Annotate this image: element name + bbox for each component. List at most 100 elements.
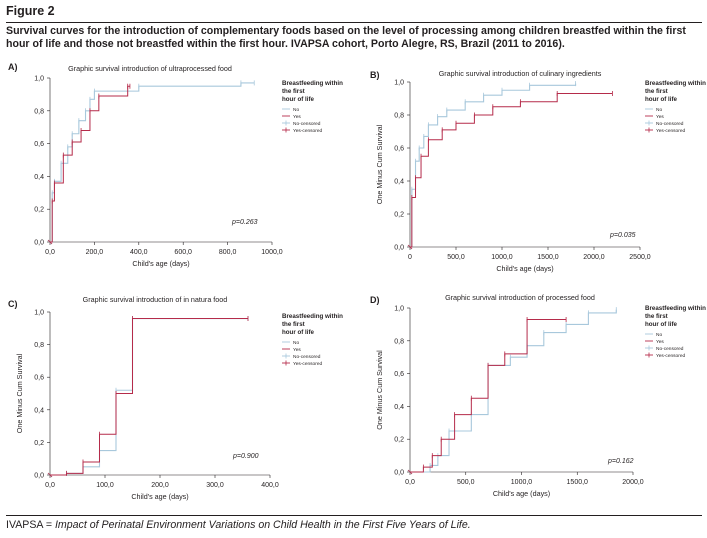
x-tick-label: 2500,0	[629, 254, 651, 261]
x-tick-label: 2000,0	[622, 479, 644, 486]
y-tick-label: 0,2	[34, 207, 44, 214]
legend-entry: Yes	[293, 114, 301, 120]
y-tick-label: 0,6	[394, 371, 404, 378]
x-tick-label: 1500,0	[537, 254, 559, 261]
legend-title: Breastfeeding within	[282, 80, 343, 87]
x-axis-label: Child's age (days)	[131, 492, 188, 501]
y-tick-label: 0,0	[34, 240, 44, 247]
y-tick-label: 0,4	[34, 407, 44, 414]
p-value-annotation: p=0.263	[231, 219, 258, 226]
chart-title: Graphic survival introduction of culinar…	[439, 69, 602, 78]
x-tick-label: 800,0	[219, 249, 237, 256]
legend-title: the first	[645, 313, 668, 320]
x-tick-label: 500,0	[447, 254, 465, 261]
y-tick-label: 0,6	[394, 146, 404, 153]
series-line-yes	[410, 318, 567, 473]
x-tick-label: 2000,0	[583, 254, 605, 261]
legend-entry: No-censored	[656, 121, 684, 127]
x-tick-label: 400,0	[130, 249, 148, 256]
y-tick-label: 0,0	[34, 473, 44, 480]
y-tick-label: 1,0	[34, 310, 44, 317]
legend-title: hour of life	[282, 329, 315, 336]
series-line-no	[50, 82, 255, 243]
legend-title: the first	[645, 88, 668, 95]
y-axis-label: One Minus Cum Survival	[15, 353, 24, 433]
x-tick-label: 200,0	[151, 482, 169, 489]
series-line-no	[410, 309, 617, 473]
y-tick-label: 1,0	[394, 80, 404, 87]
series-line-yes	[50, 85, 130, 243]
y-tick-label: 0,8	[34, 108, 44, 115]
x-tick-label: 1000,0	[511, 479, 533, 486]
p-value-annotation: p=0.035	[609, 232, 636, 239]
start-mark	[47, 472, 53, 478]
x-tick-label: 0,0	[45, 482, 55, 489]
panel-label: B)	[370, 70, 380, 80]
legend-entry: No-censored	[656, 346, 684, 352]
x-tick-label: 400,0	[261, 482, 279, 489]
legend-entry: No-censored	[293, 354, 321, 360]
legend-entry: No	[293, 340, 299, 346]
legend-entry: No	[656, 332, 662, 338]
x-tick-label: 1000,0	[261, 249, 283, 256]
x-axis-label: Child's age (days)	[496, 264, 553, 273]
panel-label: A)	[8, 62, 18, 72]
y-tick-label: 0,4	[34, 174, 44, 181]
legend-title: the first	[282, 88, 305, 95]
legend-entry: No-censored	[293, 121, 321, 127]
x-axis-label: Child's age (days)	[493, 489, 550, 498]
y-tick-label: 0,2	[394, 212, 404, 219]
footnote-abbr: IVAPSA =	[6, 519, 55, 531]
start-mark	[407, 244, 413, 250]
top-rule	[6, 22, 702, 23]
y-axis-label: One Minus Cum Survival	[375, 124, 384, 204]
bottom-rule	[6, 515, 702, 516]
legend-entry: Yes-censored	[656, 128, 685, 134]
start-mark	[407, 469, 413, 475]
x-tick-label: 1000,0	[491, 254, 513, 261]
y-tick-label: 1,0	[34, 76, 44, 83]
chart-title: Graphic survival introduction of ultrapr…	[68, 64, 232, 73]
footnote-text: Impact of Perinatal Environment Variatio…	[54, 519, 471, 531]
legend-title: Breastfeeding within	[645, 80, 706, 87]
legend-entry: No	[656, 107, 662, 113]
y-tick-label: 1,0	[394, 306, 404, 313]
legend-title: Breastfeeding within	[282, 313, 343, 320]
legend-entry: Yes-censored	[293, 128, 322, 134]
y-tick-label: 0,4	[394, 404, 404, 411]
legend-title: the first	[282, 321, 305, 328]
legend-title: hour of life	[282, 96, 315, 103]
chart-title: Graphic survival introduction of process…	[445, 293, 595, 302]
start-mark	[47, 239, 53, 245]
y-tick-label: 0,2	[34, 440, 44, 447]
x-tick-label: 300,0	[206, 482, 224, 489]
panel-label: D)	[370, 295, 380, 305]
p-value-annotation: p=0.900	[232, 453, 259, 460]
x-tick-label: 100,0	[96, 482, 114, 489]
legend-title: hour of life	[645, 321, 678, 328]
x-tick-label: 600,0	[174, 249, 192, 256]
x-tick-label: 0	[408, 254, 412, 261]
figure-label: Figure 2	[6, 4, 55, 18]
y-tick-label: 0,6	[34, 375, 44, 382]
legend-title: Breastfeeding within	[645, 305, 706, 312]
y-tick-label: 0,4	[394, 179, 404, 186]
x-tick-label: 500,0	[457, 479, 475, 486]
y-tick-label: 0,0	[394, 470, 404, 477]
y-tick-label: 0,8	[34, 342, 44, 349]
y-tick-label: 0,8	[394, 113, 404, 120]
legend-entry: Yes	[656, 339, 664, 345]
p-value-annotation: p=0.162	[607, 458, 634, 465]
x-tick-label: 200,0	[86, 249, 104, 256]
x-axis-label: Child's age (days)	[132, 259, 189, 268]
legend-title: hour of life	[645, 96, 678, 103]
series-line-no	[50, 317, 248, 476]
series-line-yes	[50, 318, 248, 476]
x-tick-label: 0,0	[405, 479, 415, 486]
legend-entry: Yes	[293, 347, 301, 353]
x-tick-label: 0,0	[45, 249, 55, 256]
legend-entry: Yes-censored	[656, 353, 685, 359]
legend-entry: Yes-censored	[293, 361, 322, 367]
figure-caption: Survival curves for the introduction of …	[6, 25, 686, 50]
